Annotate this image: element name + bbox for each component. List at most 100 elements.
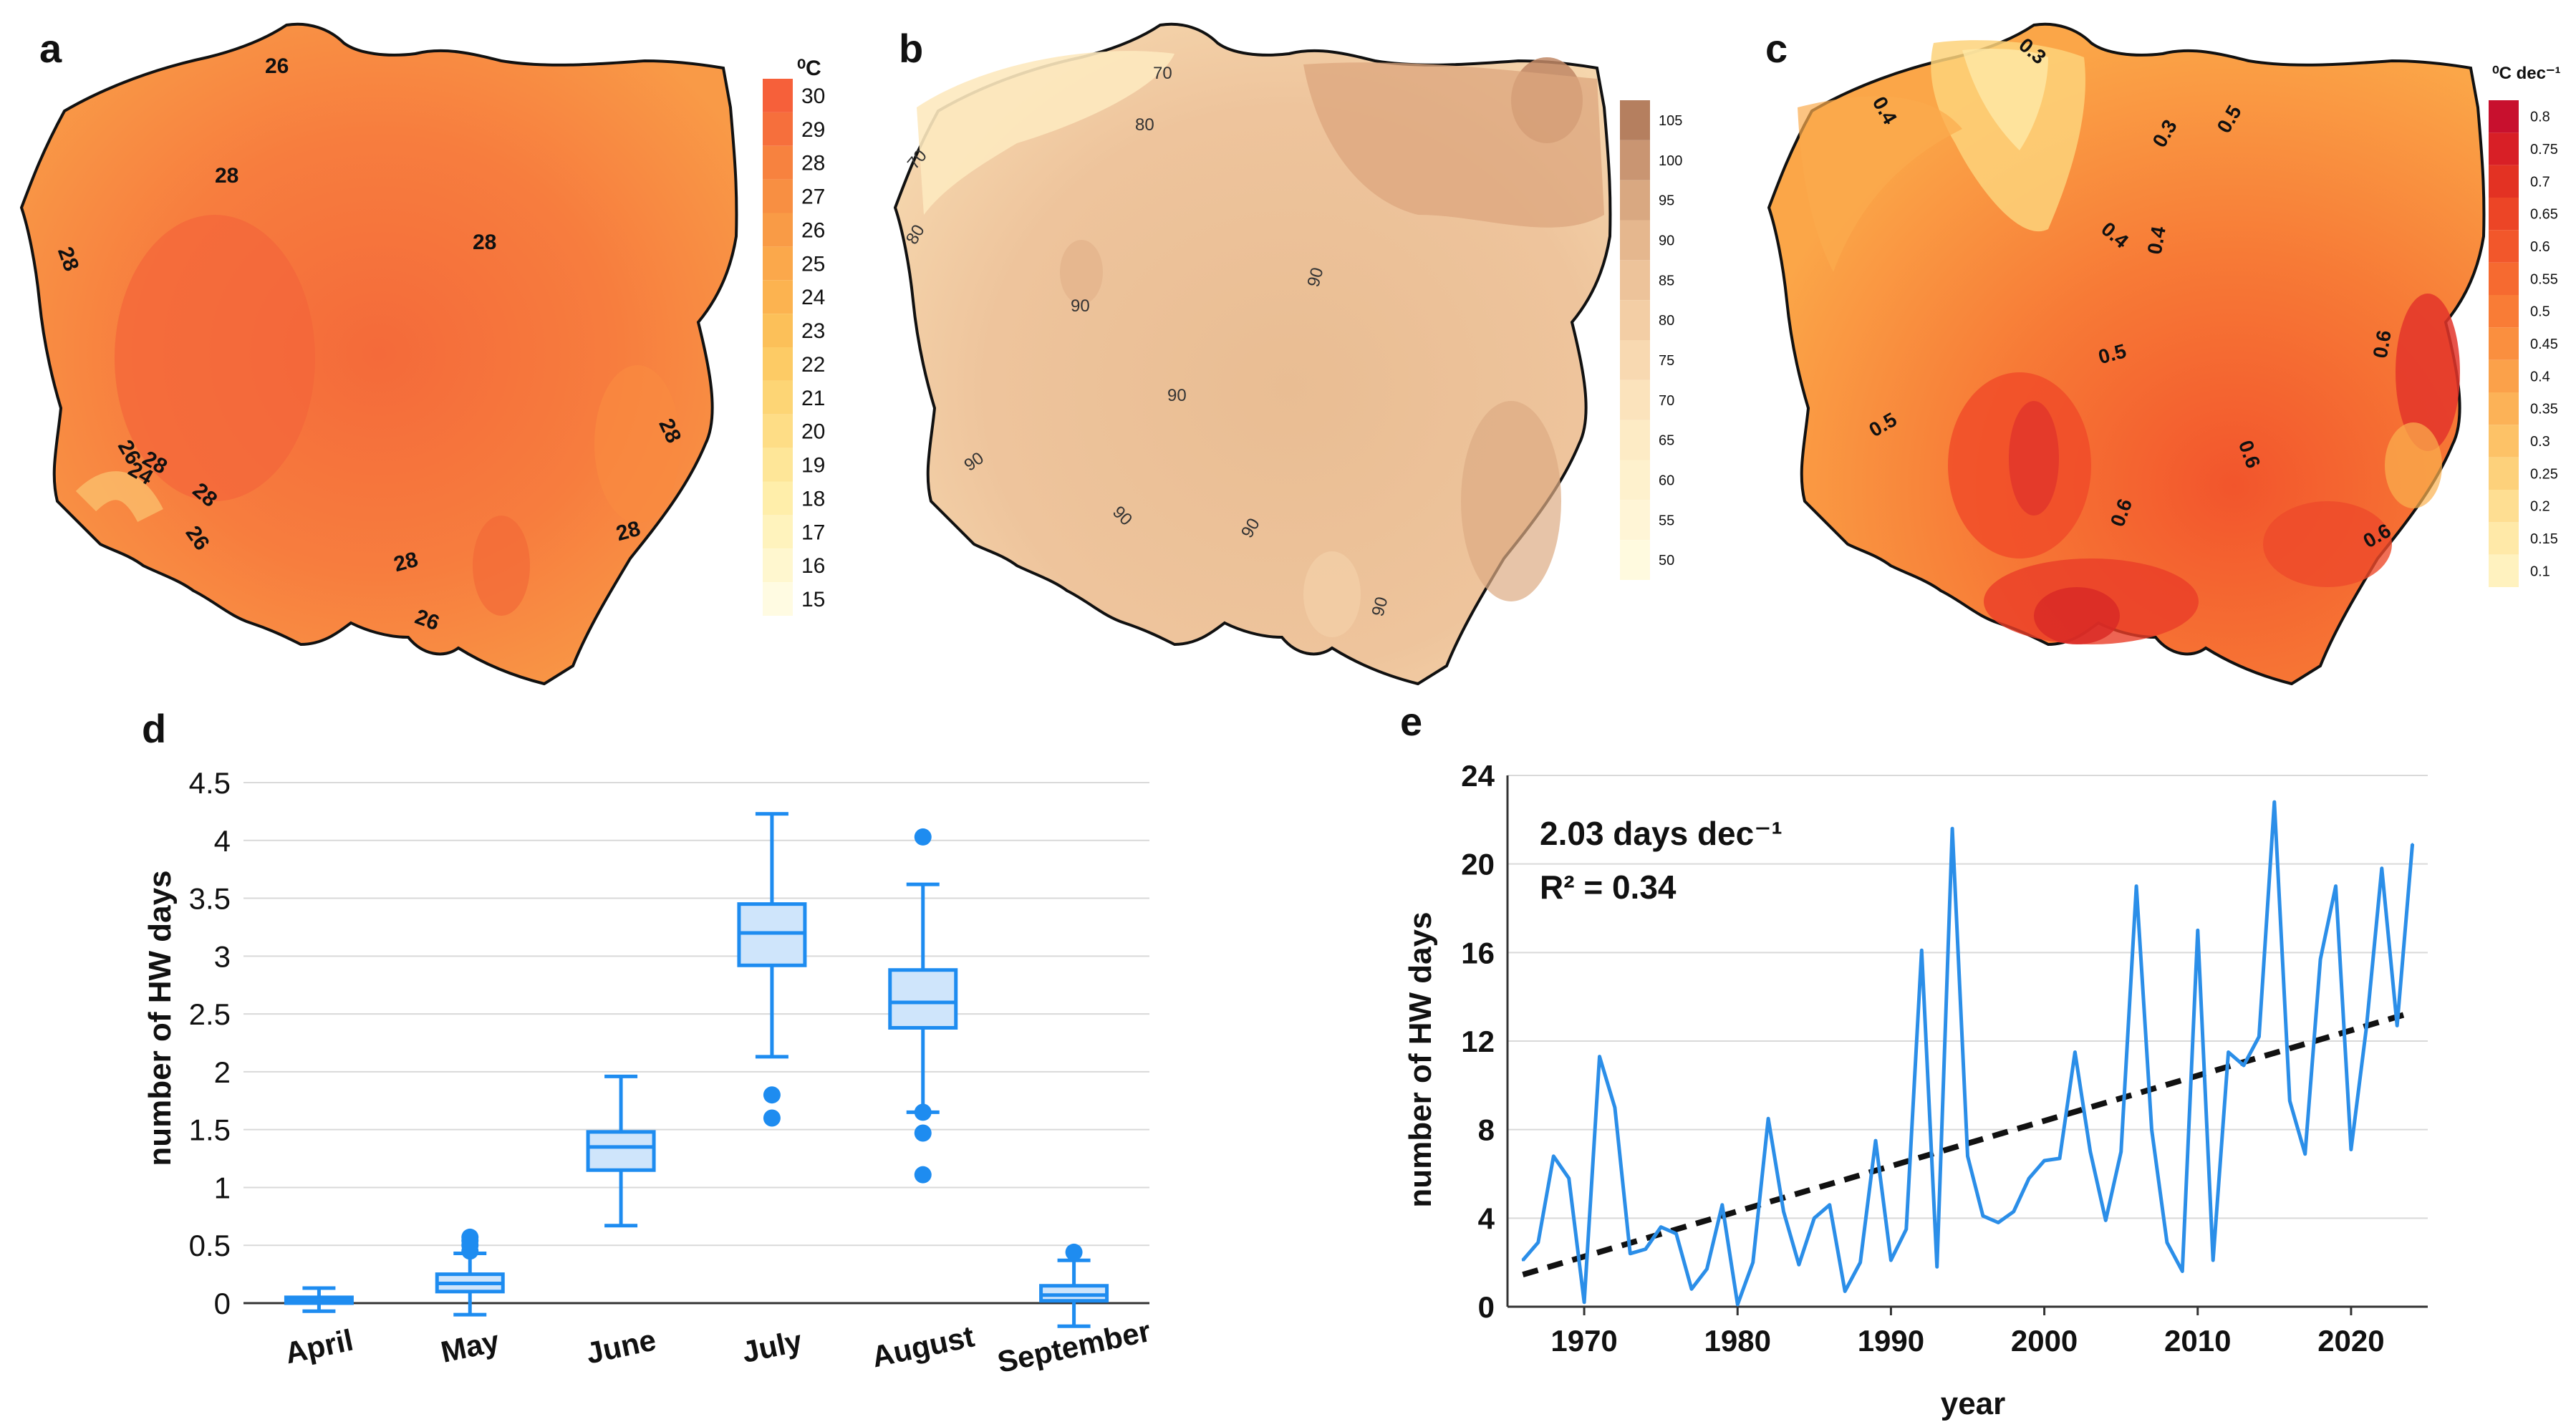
colorbar-label: 22 <box>801 353 825 377</box>
data-point <box>1629 1252 1631 1255</box>
colorbar-label: 18 <box>801 487 825 511</box>
data-point <box>1982 1214 1984 1217</box>
data-point <box>2335 885 2337 888</box>
colorbar-label: 65 <box>1659 433 1674 449</box>
colorbar-label: 29 <box>801 118 825 142</box>
colorbar-swatch <box>1620 460 1650 500</box>
colorbar-swatch <box>763 548 793 583</box>
x-tick-label: August <box>869 1319 977 1373</box>
contour-label: 90 <box>1071 296 1090 316</box>
panel-b-map <box>894 22 1612 685</box>
data-point <box>1798 1263 1800 1266</box>
data-point <box>1568 1177 1571 1180</box>
contour-label: 80 <box>1135 115 1154 135</box>
outlier-point <box>914 1103 932 1121</box>
colorbar-swatch <box>1620 340 1650 380</box>
outlier-point <box>914 1124 932 1142</box>
data-point <box>1843 1290 1846 1292</box>
panel-d-ylabel: number of HW days <box>143 870 178 1166</box>
colorbar-swatch <box>2489 359 2519 392</box>
colorbar-label: 16 <box>801 554 825 578</box>
data-point <box>1859 1261 1862 1264</box>
y-tick-label: 1.5 <box>189 1113 231 1147</box>
colorbar-label: 75 <box>1659 353 1674 369</box>
panel-c-colorbar: 0.8 0.75 0.7 0.65 0.6 0.55 0.5 0.45 0.4 0.35 0.3 0.… <box>2489 100 2558 587</box>
panel-e-ylabel: number of HW days <box>1403 911 1438 1207</box>
colorbar-label: 0.75 <box>2530 142 2558 158</box>
outlier-point <box>763 1109 781 1127</box>
contour-label: 28 <box>473 231 496 254</box>
y-tick-label: 2 <box>214 1055 231 1089</box>
panel-e-xlabel: year <box>1941 1386 2006 1421</box>
y-tick-label: 4.5 <box>189 766 231 800</box>
panel-letter-e: e <box>1400 699 1423 744</box>
y-tick-label: 20 <box>1461 848 1495 881</box>
y-tick-label: 8 <box>1478 1113 1495 1147</box>
data-point <box>1644 1248 1647 1251</box>
contour-label: 0.6 <box>2369 329 2396 360</box>
data-point <box>1920 949 1923 952</box>
data-point <box>2120 1151 2123 1153</box>
colorbar-swatch <box>763 145 793 180</box>
box <box>888 968 958 1030</box>
colorbar-swatch <box>2489 165 2519 198</box>
data-point <box>1828 1204 1831 1206</box>
contour-label: 26 <box>265 54 289 78</box>
data-point <box>1889 1259 1892 1262</box>
colorbar-label: 0.8 <box>2530 110 2550 125</box>
outlier-point <box>914 1166 932 1184</box>
x-tick-label: 1980 <box>1704 1324 1771 1358</box>
colorbar-label: 0.7 <box>2530 174 2550 190</box>
panel-a-colorbar: 30 29 28 27 26 25 24 23 22 21 20 19 18 17 16 15 <box>763 79 825 616</box>
data-point <box>2196 929 2199 932</box>
data-point <box>2104 1219 2107 1222</box>
data-point <box>2365 1026 2368 1029</box>
data-point <box>1874 1139 1877 1142</box>
x-tick-label: May <box>438 1324 503 1369</box>
colorbar-swatch <box>1620 180 1650 221</box>
data-point <box>1583 1301 1586 1304</box>
data-point <box>2319 958 2322 961</box>
colorbar-label: 21 <box>801 387 825 410</box>
colorbar-label: 27 <box>801 185 825 209</box>
y-tick-label: 0.5 <box>189 1229 231 1262</box>
y-tick-label: 0 <box>214 1287 231 1320</box>
colorbar-swatch <box>1620 260 1650 301</box>
colorbar-swatch <box>763 515 793 549</box>
y-tick-label: 0 <box>1478 1290 1495 1324</box>
data-point <box>1552 1155 1555 1158</box>
panel-d-boxplot: number of HW days 0 0.5 1 1.5 2 2.5 3 3.5 4 4.5 Ap… <box>143 766 1154 1379</box>
colorbar-swatch <box>2489 457 2519 490</box>
colorbar-label: 24 <box>801 286 825 309</box>
data-point <box>2288 1099 2291 1102</box>
colorbar-swatch <box>2489 295 2519 328</box>
outlier-point <box>1065 1243 1083 1261</box>
data-point <box>1767 1117 1770 1120</box>
colorbar-label: 28 <box>801 152 825 175</box>
data-point <box>2166 1241 2169 1244</box>
colorbar-swatch <box>1620 100 1650 140</box>
outlier-point <box>461 1228 479 1246</box>
colorbar-label: 0.25 <box>2530 466 2558 482</box>
data-point <box>2227 1050 2230 1053</box>
colorbar-swatch <box>2489 392 2519 425</box>
colorbar-label: 100 <box>1659 153 1682 169</box>
data-point <box>1675 1232 1678 1235</box>
colorbar-label: 95 <box>1659 193 1674 209</box>
colorbar-swatch <box>1620 500 1650 541</box>
box <box>586 1130 656 1172</box>
y-tick-label: 2.5 <box>189 997 231 1031</box>
y-tick-label: 3 <box>214 939 231 973</box>
colorbar-swatch <box>1620 140 1650 180</box>
outlier-point <box>914 828 932 846</box>
colorbar-swatch <box>1620 220 1650 261</box>
colorbar-swatch <box>763 179 793 213</box>
data-point <box>2073 1050 2076 1053</box>
colorbar-label: 55 <box>1659 513 1674 528</box>
data-point <box>2304 1153 2307 1156</box>
data-point <box>1705 1267 1708 1270</box>
colorbar-label: 80 <box>1659 313 1674 329</box>
colorbar-swatch <box>2489 425 2519 458</box>
colorbar-swatch <box>763 112 793 146</box>
